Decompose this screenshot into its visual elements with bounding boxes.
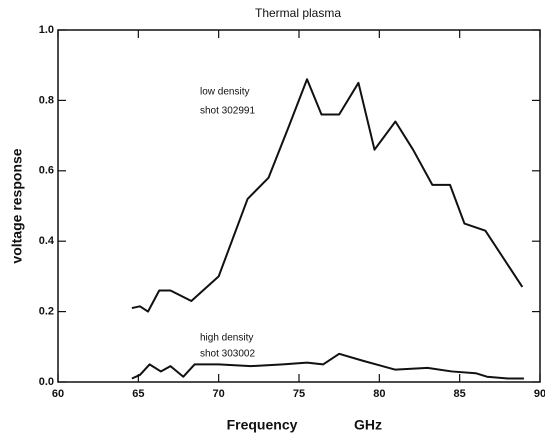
x-axis-unit: GHz xyxy=(354,417,382,433)
y-tick-label: 0.0 xyxy=(39,376,54,388)
y-axis-label: voltage response xyxy=(9,148,25,263)
y-tick-label: 0.6 xyxy=(39,165,54,177)
y-tick-label: 1.0 xyxy=(39,24,54,36)
annotation: shot 303002 xyxy=(200,349,255,360)
x-axis-label: Frequency xyxy=(227,417,298,433)
annotation: high density xyxy=(200,333,253,344)
data-line xyxy=(131,78,524,313)
data-line xyxy=(131,352,524,380)
x-tick-label: 60 xyxy=(52,388,64,400)
x-tick-label: 65 xyxy=(132,388,144,400)
y-tick-label: 0.8 xyxy=(39,94,54,106)
plot-frame xyxy=(57,29,541,383)
x-tick-label: 80 xyxy=(373,388,385,400)
y-tick-label: 0.4 xyxy=(39,235,55,247)
y-tick-label: 0.2 xyxy=(39,306,54,318)
x-tick-label: 70 xyxy=(213,388,225,400)
x-tick-label: 85 xyxy=(454,388,466,400)
x-tick-label: 75 xyxy=(293,388,305,400)
x-tick-label: 90 xyxy=(534,388,545,400)
annotation: low density xyxy=(200,87,249,98)
annotation: shot 302991 xyxy=(200,106,255,117)
chart-title: Thermal plasma xyxy=(255,6,341,20)
